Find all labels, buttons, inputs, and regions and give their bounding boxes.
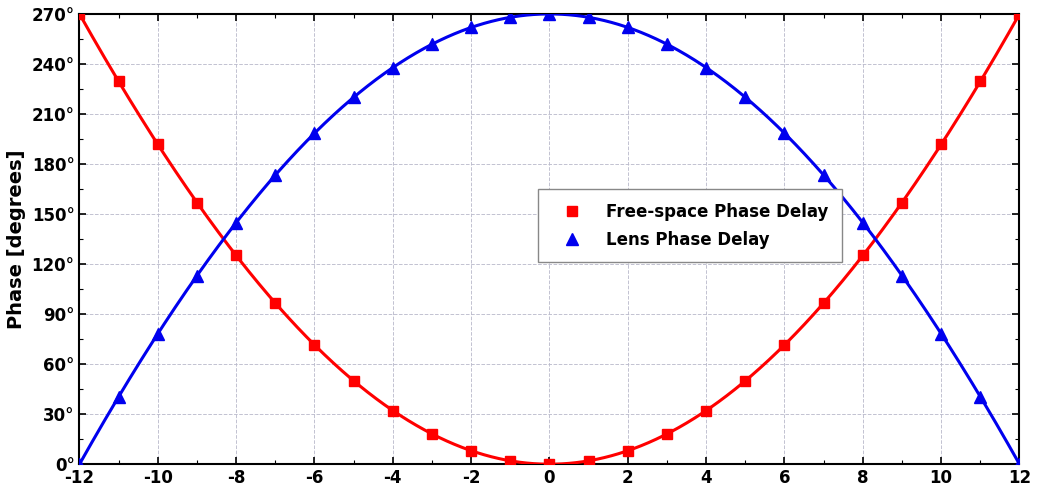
Lens Phase Delay [622,25,634,31]
Free-space Phase Delay [543,461,555,467]
Lens Phase Delay [269,172,281,178]
Lens Phase Delay [700,65,712,71]
Lens Phase Delay [935,331,948,337]
Free-space Phase Delay [935,141,948,147]
Free-space Phase Delay [269,300,281,306]
Line: Lens Phase Delay: Lens Phase Delay [74,8,1026,470]
Lens Phase Delay [974,394,986,400]
Free-space Phase Delay [778,342,791,348]
Free-space Phase Delay [856,252,869,258]
Free-space Phase Delay [622,448,634,453]
Free-space Phase Delay [465,448,477,453]
Lens Phase Delay [348,94,360,100]
Lens Phase Delay [230,220,243,226]
Lens Phase Delay [191,273,203,279]
Free-space Phase Delay [230,252,243,258]
Legend: Free-space Phase Delay, Lens Phase Delay: Free-space Phase Delay, Lens Phase Delay [538,189,842,262]
Lens Phase Delay [543,11,555,17]
Lens Phase Delay [74,461,86,467]
Lens Phase Delay [1013,461,1026,467]
Line: Free-space Phase Delay: Free-space Phase Delay [75,9,1025,469]
Lens Phase Delay [504,14,517,20]
Free-space Phase Delay [896,200,908,206]
Free-space Phase Delay [191,200,203,206]
Lens Phase Delay [778,130,791,136]
Free-space Phase Delay [661,431,674,437]
Free-space Phase Delay [504,458,517,464]
Lens Phase Delay [152,331,164,337]
Free-space Phase Delay [700,408,712,413]
Lens Phase Delay [426,41,438,47]
Lens Phase Delay [818,172,830,178]
Lens Phase Delay [112,394,125,400]
Free-space Phase Delay [1013,11,1026,17]
Lens Phase Delay [582,14,595,20]
Lens Phase Delay [386,65,399,71]
Lens Phase Delay [896,273,908,279]
Free-space Phase Delay [348,378,360,384]
Free-space Phase Delay [112,79,125,84]
Lens Phase Delay [856,220,869,226]
Free-space Phase Delay [739,378,752,384]
Lens Phase Delay [465,25,477,31]
Lens Phase Delay [661,41,674,47]
Y-axis label: Phase [degrees]: Phase [degrees] [7,149,26,329]
Free-space Phase Delay [74,11,86,17]
Lens Phase Delay [308,130,321,136]
Free-space Phase Delay [308,342,321,348]
Free-space Phase Delay [818,300,830,306]
Lens Phase Delay [739,94,752,100]
Free-space Phase Delay [582,458,595,464]
Free-space Phase Delay [152,141,164,147]
Free-space Phase Delay [386,408,399,413]
Free-space Phase Delay [974,79,986,84]
Free-space Phase Delay [426,431,438,437]
